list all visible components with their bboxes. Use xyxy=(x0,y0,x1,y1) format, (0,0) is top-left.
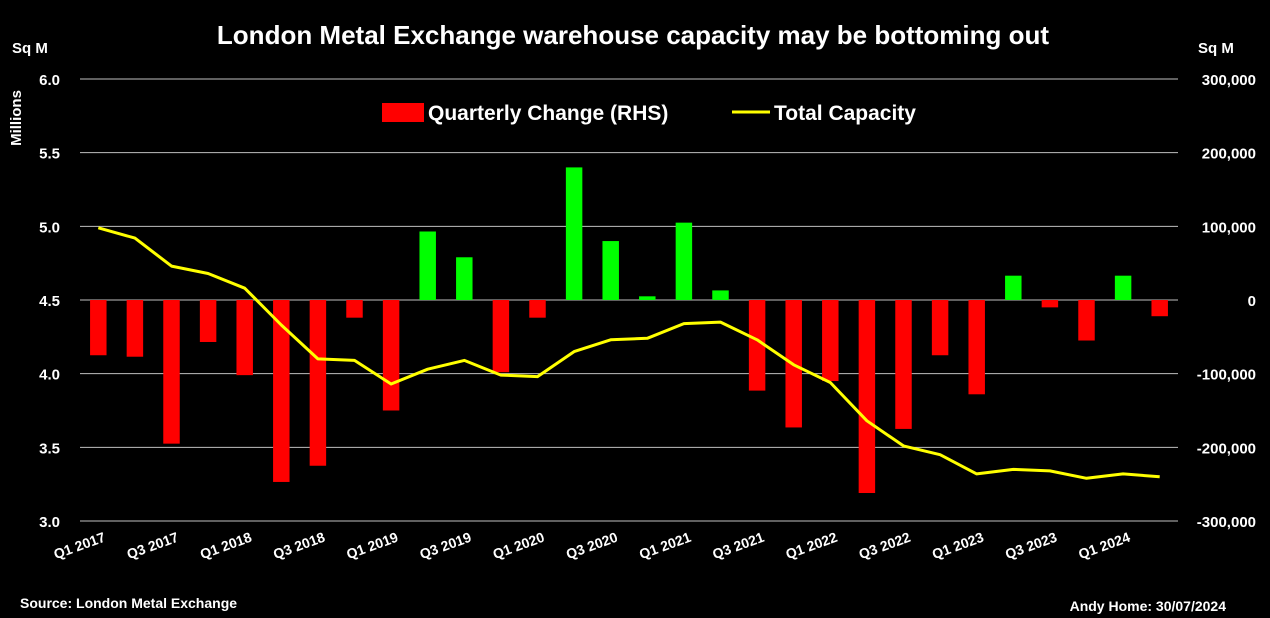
right-tick-label: 200,000 xyxy=(1202,146,1256,163)
left-tick-label: 4.0 xyxy=(39,367,60,384)
change-bar xyxy=(895,300,912,429)
gridlines xyxy=(80,78,1178,522)
right-axis-unit: Sq M xyxy=(1198,40,1234,57)
right-axis-ticks: 300,000 200,000 100,000 0 -100,000 -200,000 -3… xyxy=(1197,72,1256,531)
left-tick-label: 3.0 xyxy=(39,514,60,531)
right-tick-label: 300,000 xyxy=(1202,72,1256,89)
change-bar xyxy=(675,222,693,300)
change-bar xyxy=(1151,300,1168,317)
change-bar xyxy=(931,300,949,356)
legend: Quarterly Change (RHS) Total Capacity xyxy=(382,102,916,125)
change-bar xyxy=(309,300,327,466)
right-tick-label: -100,000 xyxy=(1197,367,1256,384)
change-bar xyxy=(382,300,400,411)
change-bar xyxy=(126,300,144,357)
source-note: Source: London Metal Exchange xyxy=(20,595,237,611)
left-tick-label: 6.0 xyxy=(39,72,60,89)
left-tick-label: 4.5 xyxy=(39,293,60,310)
change-bar xyxy=(822,300,839,382)
change-bar xyxy=(492,300,510,373)
legend-line-label: Total Capacity xyxy=(774,102,916,125)
left-axis-label: Millions xyxy=(8,90,25,146)
left-axis-ticks: 6.0 5.5 5.0 4.5 4.0 3.5 3.0 xyxy=(39,72,60,531)
total-capacity-line xyxy=(97,226,1160,480)
left-tick-label: 5.5 xyxy=(39,146,60,163)
change-bar xyxy=(456,257,473,300)
credit-note: Andy Home: 30/07/2024 xyxy=(1070,598,1227,614)
change-bar xyxy=(639,296,656,300)
left-axis-unit: Sq M xyxy=(12,40,48,57)
right-tick-label: -300,000 xyxy=(1197,514,1256,531)
change-bar xyxy=(346,300,363,318)
change-bar xyxy=(1078,300,1095,341)
change-bar xyxy=(1114,275,1132,300)
left-tick-label: 5.0 xyxy=(39,219,60,236)
left-tick-label: 3.5 xyxy=(39,440,60,457)
right-tick-label: -200,000 xyxy=(1197,440,1256,457)
change-bar xyxy=(968,300,985,395)
change-bar xyxy=(163,300,180,444)
change-bar xyxy=(419,231,436,300)
change-bar xyxy=(273,300,290,482)
change-bar xyxy=(236,300,253,376)
change-bar xyxy=(858,300,876,494)
change-bar xyxy=(565,167,583,300)
change-bar xyxy=(529,300,546,318)
change-bar xyxy=(712,290,729,300)
legend-bar-swatch xyxy=(382,103,424,122)
right-tick-label: 0 xyxy=(1248,293,1256,310)
change-bar xyxy=(1005,275,1022,300)
change-bar xyxy=(199,300,217,342)
legend-bar-label: Quarterly Change (RHS) xyxy=(428,102,668,125)
chart-title: London Metal Exchange warehouse capacity… xyxy=(217,20,1049,50)
right-tick-label: 100,000 xyxy=(1202,219,1256,236)
change-bar xyxy=(90,300,107,356)
change-bar xyxy=(748,300,766,391)
change-bar xyxy=(602,241,619,300)
change-bar xyxy=(1041,300,1059,308)
